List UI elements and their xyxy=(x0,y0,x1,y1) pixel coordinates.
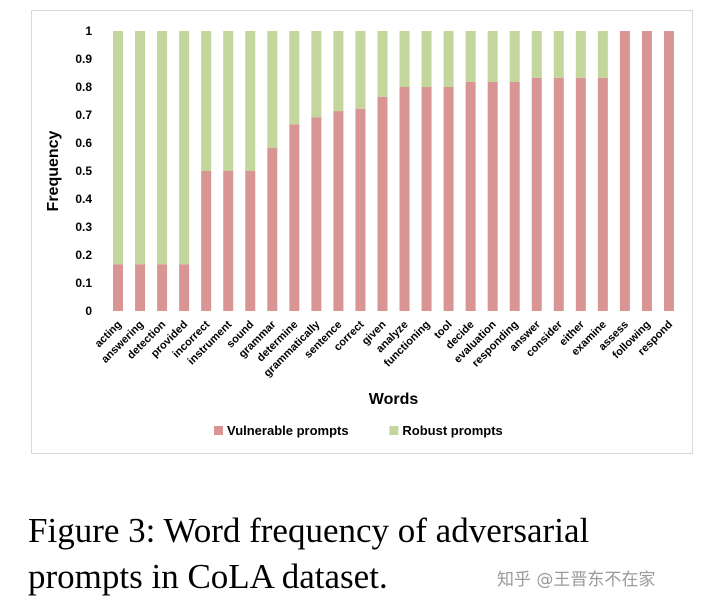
bar-robust xyxy=(487,31,498,82)
legend-label: Robust prompts xyxy=(402,423,502,438)
bar-vulnerable xyxy=(399,87,410,311)
x-axis-title: Words xyxy=(369,391,419,408)
bar-robust xyxy=(509,31,520,82)
bar-robust xyxy=(201,31,212,171)
y-tick-label: 0.1 xyxy=(75,276,92,290)
bar-robust xyxy=(465,31,476,82)
bar-vulnerable xyxy=(443,87,454,311)
y-tick-label: 0.2 xyxy=(75,248,92,262)
bar-robust xyxy=(289,31,300,125)
bar-vulnerable xyxy=(509,81,520,312)
y-tick-label: 0.7 xyxy=(75,108,92,122)
y-tick-label: 0.6 xyxy=(75,136,92,150)
bar-vulnerable xyxy=(179,264,190,311)
bar-vulnerable xyxy=(311,117,322,312)
bar-vulnerable xyxy=(619,31,630,311)
y-tick-label: 0.9 xyxy=(75,52,92,66)
bar-robust xyxy=(377,31,388,97)
bar-vulnerable xyxy=(597,77,608,311)
bar-robust xyxy=(311,31,322,118)
bar-robust xyxy=(135,31,146,265)
bar-robust xyxy=(597,31,608,78)
legend-swatch xyxy=(214,426,223,435)
bar-vulnerable xyxy=(157,264,168,311)
watermark: 知乎 @王晋东不在家 xyxy=(497,570,656,590)
bar-vulnerable xyxy=(333,111,344,311)
bar-robust xyxy=(553,31,564,78)
bar-vulnerable xyxy=(135,264,146,311)
y-tick-label: 0.5 xyxy=(75,164,92,178)
bar-robust xyxy=(267,31,278,148)
bar-robust xyxy=(245,31,256,171)
bar-vulnerable xyxy=(575,77,586,311)
bar-vulnerable xyxy=(377,96,388,311)
legend-label: Vulnerable prompts xyxy=(227,423,349,438)
legend-swatch xyxy=(389,426,399,435)
bar-vulnerable xyxy=(289,124,300,312)
bar-vulnerable xyxy=(223,171,234,311)
bar-vulnerable xyxy=(531,77,542,311)
bar-vulnerable xyxy=(113,264,124,311)
y-tick-label: 0.4 xyxy=(75,192,92,206)
bar-robust xyxy=(355,31,366,109)
bar-vulnerable xyxy=(267,147,278,311)
bar-robust xyxy=(223,31,234,171)
figure-caption: Figure 3: Word frequency of adversarial … xyxy=(28,511,590,596)
y-tick-label: 0 xyxy=(85,304,92,318)
y-tick-label: 1 xyxy=(85,24,92,38)
bar-vulnerable xyxy=(553,77,564,311)
bar-vulnerable xyxy=(465,81,476,312)
bar-vulnerable xyxy=(663,31,674,311)
bar-robust xyxy=(531,31,542,78)
y-tick-label: 0.8 xyxy=(75,80,92,94)
bar-robust xyxy=(157,31,168,265)
bar-vulnerable xyxy=(355,108,366,311)
bar-robust xyxy=(333,31,344,112)
bar-robust xyxy=(399,31,410,87)
bar-vulnerable xyxy=(201,171,212,311)
bar-vulnerable xyxy=(487,81,498,312)
chart-frame: 0 0.1 0.2 0.3 0.4 0.5 0.6 0.7 0.8 0.9 1 acting answe… xyxy=(31,10,693,454)
bar-vulnerable xyxy=(421,87,432,311)
bar-vulnerable xyxy=(245,171,256,311)
bar-vulnerable xyxy=(641,31,652,311)
bar-robust xyxy=(179,31,190,265)
bar-robust xyxy=(575,31,586,78)
bar-robust xyxy=(421,31,432,87)
y-tick-label: 0.3 xyxy=(75,220,92,234)
bar-robust xyxy=(113,31,124,265)
stacked-bar-chart: 00.10.20.30.40.50.60.70.80.91actinganswe… xyxy=(45,24,675,438)
bar-robust xyxy=(443,31,454,87)
y-axis-title: Frequency xyxy=(45,130,62,211)
